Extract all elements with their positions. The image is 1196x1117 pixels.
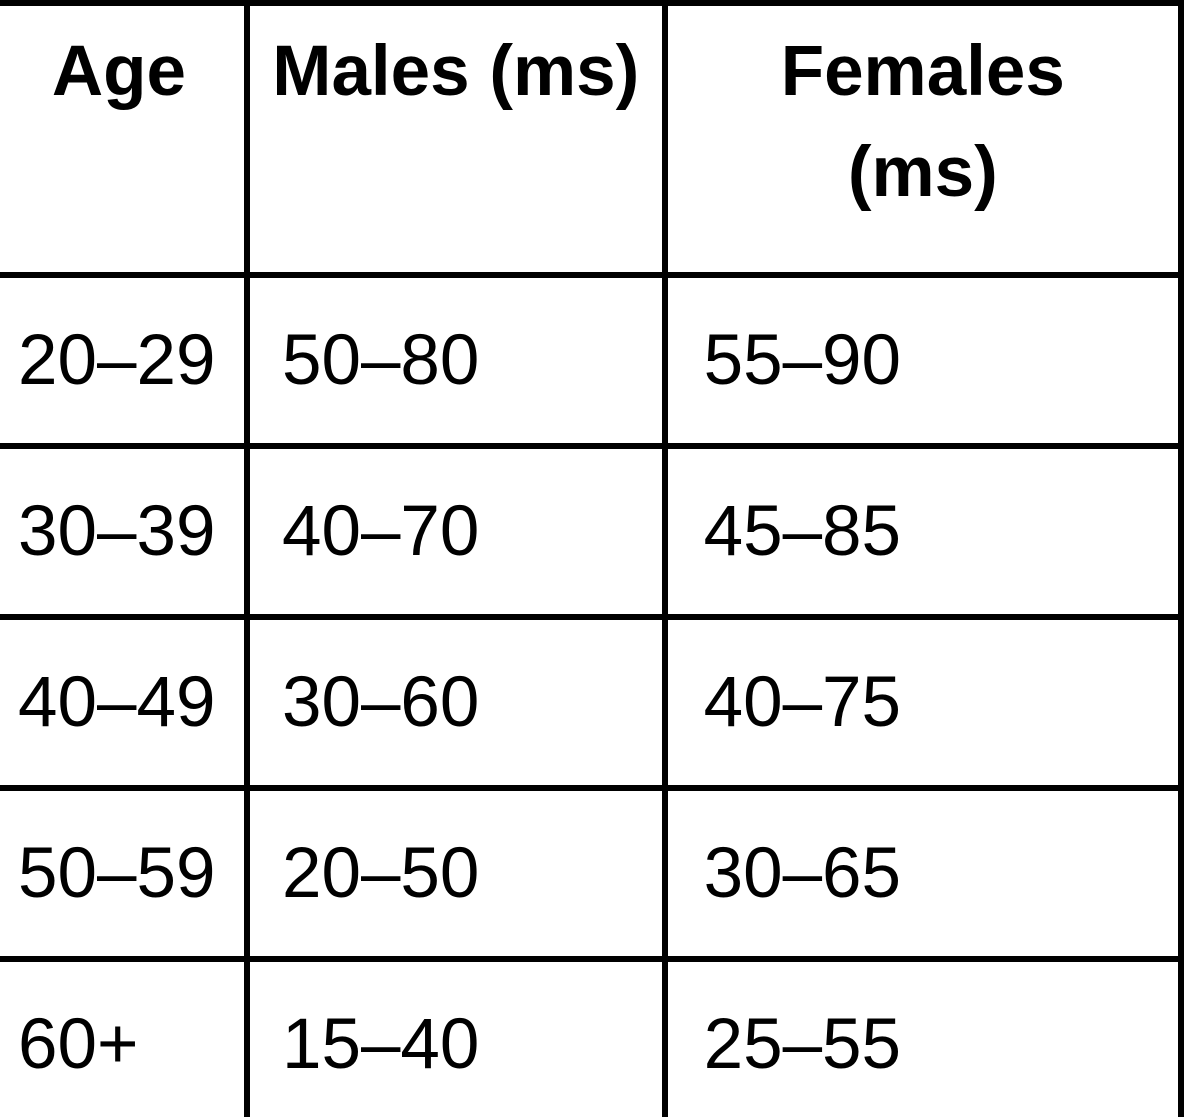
cell-age-range: 60+: [0, 956, 250, 1117]
cell-males-value: 50–80: [243, 272, 668, 449]
cell-males-value: 40–70: [243, 443, 668, 620]
header-cell-males: Males (ms): [243, 0, 668, 278]
cell-females-value: 55–90: [661, 272, 1185, 449]
cell-age-range: 30–39: [0, 443, 250, 620]
cell-females-value: 45–85: [661, 443, 1185, 620]
cell-age-range: 20–29: [0, 272, 250, 449]
cell-females-value: 40–75: [661, 614, 1185, 791]
table-row: 20–29 50–80 55–90: [0, 272, 1185, 449]
cell-age-range: 40–49: [0, 614, 250, 791]
header-label-females: Females (ms): [780, 32, 1065, 212]
header-cell-females: Females (ms): [661, 0, 1185, 278]
table-row: 30–39 40–70 45–85: [0, 443, 1185, 620]
cell-age-range: 50–59: [0, 785, 250, 962]
cell-females-value: 25–55: [661, 956, 1185, 1117]
header-cell-age: Age: [0, 0, 250, 278]
header-label-age: Age: [51, 32, 187, 111]
table-row: 60+ 15–40 25–55: [0, 956, 1185, 1117]
cell-females-value: 30–65: [661, 785, 1185, 962]
cell-males-value: 20–50: [243, 785, 668, 962]
cell-males-value: 30–60: [243, 614, 668, 791]
table-row: 50–59 20–50 30–65: [0, 785, 1185, 962]
cell-males-value: 15–40: [243, 956, 668, 1117]
header-row: Age Males (ms) Females (ms): [0, 0, 1185, 278]
table-row: 40–49 30–60 40–75: [0, 614, 1185, 791]
header-label-males: Males (ms): [272, 32, 640, 111]
